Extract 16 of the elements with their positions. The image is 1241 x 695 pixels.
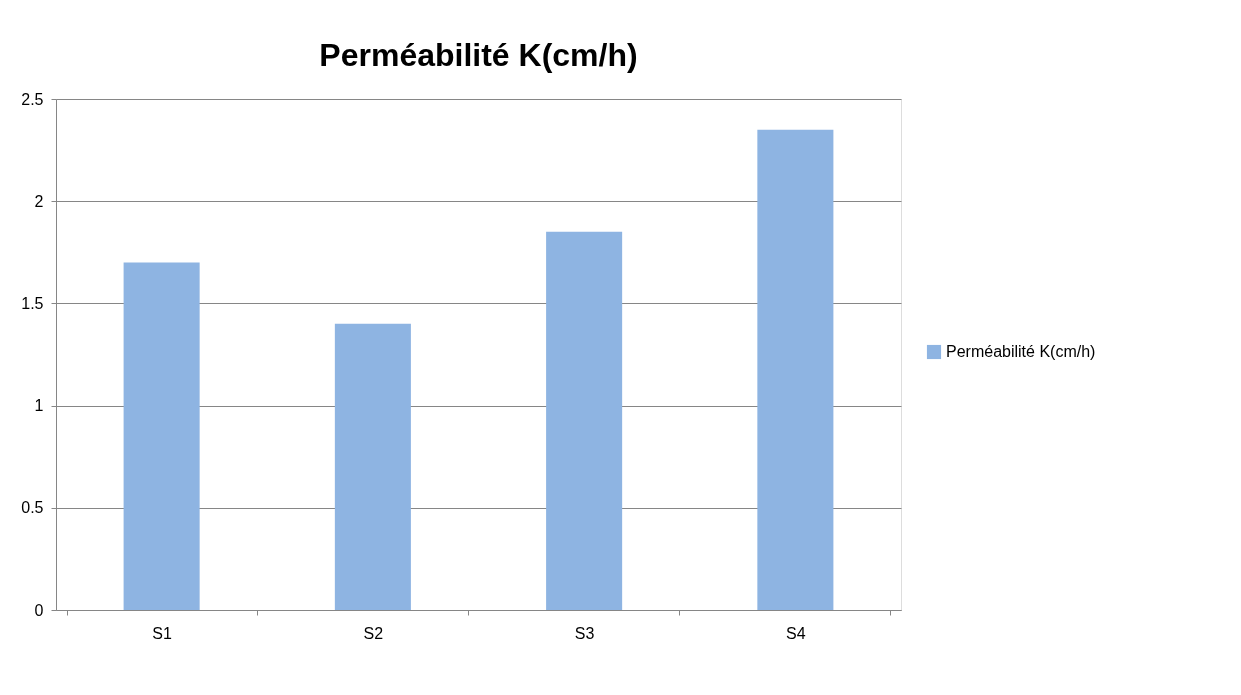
bar [546,231,623,610]
bar [334,323,411,610]
legend-label: Perméabilité K(cm/h) [946,343,1096,360]
x-tick-label: S2 [363,624,384,642]
x-tick-label: S1 [152,624,173,642]
y-tick-label: 2 [34,192,44,210]
y-tick-label: 0.5 [21,499,44,517]
y-tick-label: 2.5 [21,90,44,108]
x-tick-label: S3 [574,624,595,642]
x-tick-label: S4 [786,624,806,642]
chart-title: Perméabilité K(cm/h) [319,37,638,73]
bar [123,262,200,610]
y-tick-label: 0 [34,601,44,619]
y-tick-label: 1.5 [21,294,44,312]
bar [757,129,834,610]
y-tick-label: 1 [34,397,44,415]
